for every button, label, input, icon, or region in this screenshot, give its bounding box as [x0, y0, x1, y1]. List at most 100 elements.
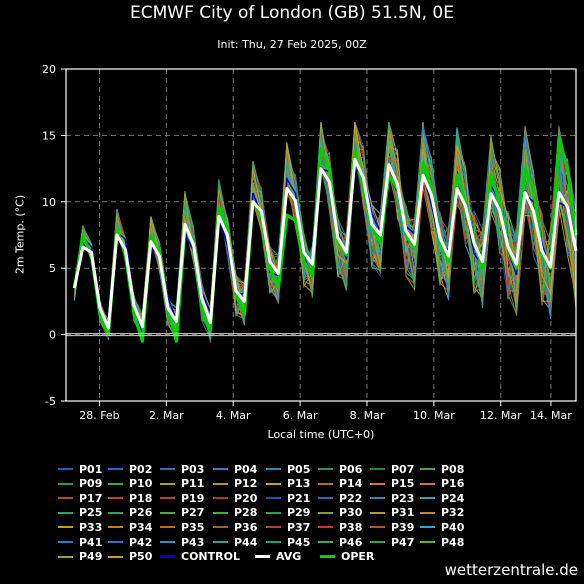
- legend-swatch: [318, 511, 333, 514]
- legend-label: P50: [129, 550, 153, 564]
- legend-swatch: [370, 511, 385, 514]
- series-line-oper: [72, 136, 578, 343]
- legend-item-p10: P10: [108, 477, 152, 491]
- legend-label: P37: [287, 520, 311, 534]
- plot-frame: [65, 68, 577, 402]
- legend-item-p49: P49: [58, 550, 102, 564]
- legend-swatch: [58, 497, 73, 500]
- legend-label: P36: [234, 520, 258, 534]
- legend-item-p37: P37: [266, 520, 310, 534]
- legend-swatch: [108, 555, 123, 558]
- legend-item-p19: P19: [160, 491, 204, 505]
- legend-swatch: [213, 541, 228, 543]
- legend-item-p29: P29: [266, 506, 310, 520]
- legend-item-p46: P46: [318, 535, 362, 549]
- legend-item-p02: P02: [108, 462, 152, 476]
- legend-swatch: [370, 482, 385, 485]
- legend-item-p30: P30: [318, 506, 362, 520]
- legend-swatch: [160, 468, 175, 470]
- y-tick-label: 15: [42, 129, 56, 142]
- legend-swatch: [266, 482, 281, 485]
- legend-label: P25: [79, 506, 103, 520]
- legend-item-p05: P05: [266, 462, 310, 476]
- legend-swatch: [213, 468, 228, 470]
- legend-swatch: [370, 497, 385, 500]
- legend-label: P27: [181, 506, 205, 520]
- legend-label: OPER: [341, 550, 375, 564]
- legend-swatch: [370, 526, 385, 529]
- legend-swatch: [108, 541, 123, 543]
- legend-swatch: [255, 555, 270, 559]
- legend-swatch: [58, 526, 73, 529]
- legend-swatch: [58, 555, 73, 558]
- legend-item-p04: P04: [213, 462, 257, 476]
- y-tick-label: 0: [49, 329, 56, 342]
- x-tick-label: 8. Mar: [350, 409, 385, 422]
- legend-item-p33: P33: [58, 520, 102, 534]
- legend-swatch: [266, 511, 281, 514]
- legend-swatch: [160, 541, 175, 543]
- legend-label: P38: [339, 520, 363, 534]
- legend-swatch: [160, 555, 175, 559]
- legend-label: P11: [181, 477, 205, 491]
- legend-label: P46: [339, 535, 363, 549]
- legend-item-p09: P09: [58, 477, 102, 491]
- legend-label: P39: [391, 520, 415, 534]
- legend-label: P04: [234, 462, 258, 476]
- y-tick-label: 20: [42, 63, 56, 76]
- series-line-avg: [72, 157, 578, 330]
- legend-item-p44: P44: [213, 535, 257, 549]
- legend-item-p14: P14: [318, 477, 362, 491]
- legend-swatch: [318, 526, 333, 529]
- chart-title: ECMWF City of London (GB) 51.5N, 0E: [130, 3, 454, 23]
- legend-item-p35: P35: [160, 520, 204, 534]
- legend-item-p07: P07: [370, 462, 414, 476]
- y-tick-label: -5: [45, 395, 56, 408]
- legend-item-p23: P23: [370, 491, 414, 505]
- legend-swatch: [318, 468, 333, 470]
- legend-swatch: [318, 541, 333, 543]
- legend-swatch: [108, 497, 123, 500]
- legend-swatch: [320, 555, 335, 559]
- legend-item-p40: P40: [420, 520, 464, 534]
- legend-label: P07: [391, 462, 415, 476]
- x-tick-label: 10. Mar: [413, 409, 455, 422]
- legend-label: P01: [79, 462, 103, 476]
- legend-swatch: [213, 526, 228, 529]
- legend-item-p38: P38: [318, 520, 362, 534]
- legend-label: P24: [441, 491, 465, 505]
- legend-label: P12: [234, 477, 258, 491]
- legend-label: P40: [441, 520, 465, 534]
- legend-label: P17: [79, 491, 103, 505]
- legend-item-p03: P03: [160, 462, 204, 476]
- legend-item-control: CONTROL: [160, 550, 240, 564]
- legend-swatch: [266, 526, 281, 529]
- legend-item-p36: P36: [213, 520, 257, 534]
- legend-label: P15: [391, 477, 415, 491]
- legend-label: P31: [391, 506, 415, 520]
- chart-legend: P01 P02 P03 P04 P05 P06 P07 P08 P09 P10 P11 P12 P13 P…: [0, 458, 584, 568]
- series-line-p49: [73, 122, 577, 327]
- legend-item-p27: P27: [160, 506, 204, 520]
- legend-item-p22: P22: [318, 491, 362, 505]
- legend-item-oper: OPER: [320, 550, 374, 564]
- legend-label: P43: [181, 535, 205, 549]
- legend-swatch: [266, 541, 281, 543]
- legend-label: P41: [79, 535, 103, 549]
- legend-swatch: [318, 497, 333, 500]
- legend-item-p17: P17: [58, 491, 102, 505]
- legend-label: P08: [441, 462, 465, 476]
- legend-item-p34: P34: [108, 520, 152, 534]
- legend-item-p47: P47: [370, 535, 414, 549]
- legend-item-p28: P28: [213, 506, 257, 520]
- legend-swatch: [108, 482, 123, 485]
- x-tick-label: 2. Mar: [149, 409, 184, 422]
- legend-label: P21: [287, 491, 311, 505]
- legend-item-p43: P43: [160, 535, 204, 549]
- legend-label: P33: [79, 520, 103, 534]
- chart-subtitle: Init: Thu, 27 Feb 2025, 00Z: [217, 38, 367, 51]
- legend-item-p08: P08: [420, 462, 464, 476]
- legend-swatch: [213, 511, 228, 514]
- y-axis-label: 2m Temp. (°C): [13, 194, 27, 275]
- legend-item-p20: P20: [213, 491, 257, 505]
